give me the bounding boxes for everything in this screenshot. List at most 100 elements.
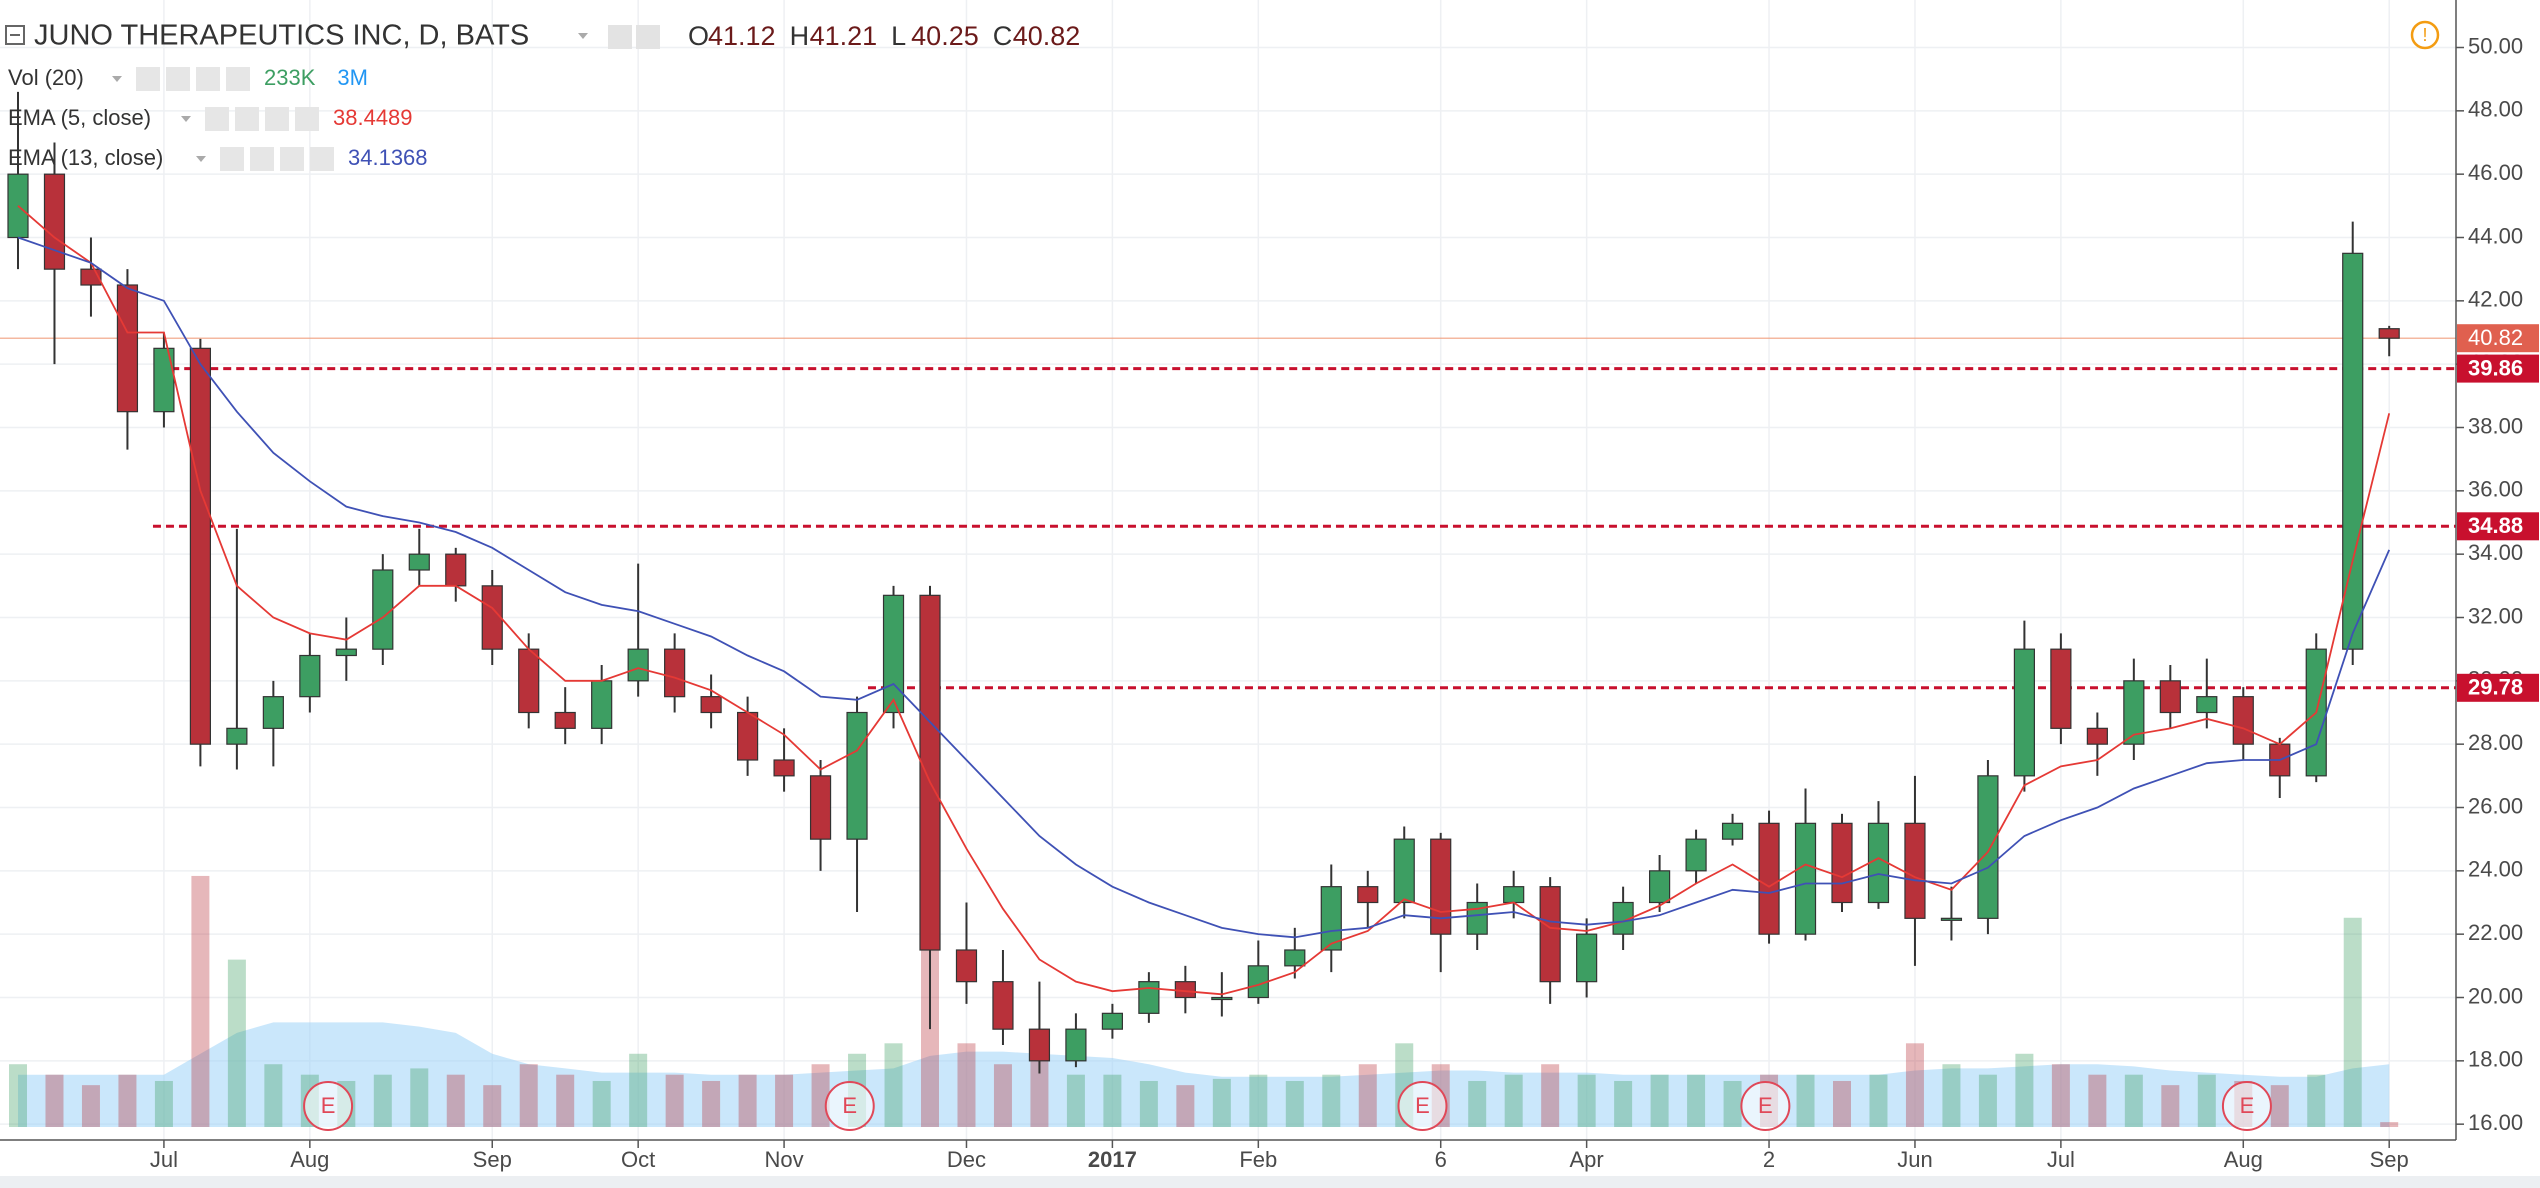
earnings-marker[interactable] xyxy=(1740,1081,1791,1131)
y-tick-label: 26.00 xyxy=(2468,793,2523,818)
y-tick-label: 22.00 xyxy=(2468,920,2523,945)
candle-body xyxy=(1539,886,1561,983)
candle-body xyxy=(262,696,284,729)
candle-body xyxy=(372,569,394,650)
volume-bar xyxy=(738,1074,757,1127)
volume-bar xyxy=(9,1064,27,1127)
legend-icon[interactable] xyxy=(196,67,220,91)
legend-dropdown[interactable] xyxy=(181,116,191,122)
candle-body xyxy=(2050,648,2072,729)
candle-body xyxy=(1174,981,1196,999)
legend-icon[interactable] xyxy=(280,147,304,171)
earnings-marker[interactable] xyxy=(2221,1081,2272,1131)
earnings-marker[interactable] xyxy=(1397,1081,1448,1131)
volume-bar xyxy=(1358,1064,1377,1127)
candle-body xyxy=(919,594,941,951)
x-tick-label: Jul xyxy=(150,1147,178,1172)
legend-icon[interactable] xyxy=(235,107,259,131)
volume-bar xyxy=(2270,1085,2289,1127)
volume-bar xyxy=(1833,1080,1851,1127)
indicator-legend: Vol (20) 233K 3M EMA (5, close) 38.4489 EMA (… xyxy=(8,65,428,171)
level-badge xyxy=(2457,512,2539,541)
legend-value: 38.4489 xyxy=(333,105,413,130)
candle-body xyxy=(1758,822,1780,935)
level-label: 29.78 xyxy=(2468,675,2523,700)
alert-icon[interactable] xyxy=(2410,20,2440,50)
y-tick-label: 32.00 xyxy=(2468,603,2523,628)
volume-bar xyxy=(556,1074,575,1127)
levels xyxy=(0,337,2456,690)
candle-body xyxy=(226,727,248,745)
legend-icon[interactable] xyxy=(136,67,160,91)
candle-body xyxy=(1466,901,1488,935)
y-tick-label: 20.00 xyxy=(2468,983,2523,1008)
legend-icon[interactable] xyxy=(295,107,319,131)
dropdown[interactable] xyxy=(578,33,588,39)
legend-icon[interactable] xyxy=(250,147,274,171)
x-tick-label: Jul xyxy=(2047,1147,2075,1172)
volume-bar xyxy=(2161,1085,2180,1127)
volume-bar xyxy=(1066,1074,1085,1127)
volume-bar xyxy=(592,1080,611,1127)
x-tick-label: 2 xyxy=(1763,1147,1775,1172)
volume-bar xyxy=(118,1074,137,1127)
legend-icon[interactable] xyxy=(226,67,250,91)
volume-bar xyxy=(519,1064,538,1127)
earnings-marker[interactable] xyxy=(303,1081,354,1131)
candle-body xyxy=(1977,775,1999,919)
ema-lines xyxy=(17,205,2391,996)
candle-body xyxy=(992,981,1014,1030)
candle-body xyxy=(1685,838,1707,872)
volume-bar xyxy=(1285,1080,1304,1127)
candle-body xyxy=(43,173,66,270)
volume-bar xyxy=(884,1043,903,1127)
legend-icon[interactable] xyxy=(220,147,244,171)
ohlc-letter: L xyxy=(891,21,906,51)
earnings-marker[interactable] xyxy=(824,1081,875,1131)
volume-bar xyxy=(993,1064,1012,1127)
candle-body xyxy=(809,775,832,840)
candle-body xyxy=(1357,886,1379,904)
volume-bar xyxy=(1249,1074,1268,1127)
collapse-button[interactable] xyxy=(5,25,25,45)
last-price-label: 40.82 xyxy=(2468,325,2523,350)
volume-bar xyxy=(1614,1080,1633,1127)
candle-body xyxy=(1576,933,1598,983)
candle-body xyxy=(153,347,175,413)
ohlc-letter: C xyxy=(993,21,1013,51)
y-tick-label: 44.00 xyxy=(2468,223,2523,248)
ohlc-letter: H xyxy=(790,21,810,51)
volume-bar xyxy=(1504,1074,1523,1127)
icon-eye[interactable] xyxy=(608,25,632,49)
ema-line xyxy=(17,236,2391,939)
volume-bar xyxy=(1650,1074,1669,1127)
candle-body xyxy=(1320,886,1342,951)
volume-bar xyxy=(81,1085,100,1127)
volume-ma-area xyxy=(18,1022,2390,1127)
candle-body xyxy=(627,648,649,682)
legend-dropdown[interactable] xyxy=(196,156,206,162)
candle-body xyxy=(1867,822,1890,904)
volume-bar xyxy=(1212,1078,1231,1127)
candle-body xyxy=(1721,822,1744,840)
legend-dropdown[interactable] xyxy=(112,76,122,82)
legend-icon[interactable] xyxy=(205,107,229,131)
level-label: 39.86 xyxy=(2468,355,2523,380)
candle-body xyxy=(1430,838,1452,935)
icon-settings[interactable] xyxy=(636,25,660,49)
candle-body xyxy=(445,553,467,587)
volume-bar xyxy=(2088,1074,2107,1127)
volume-bar xyxy=(1978,1074,1997,1127)
candle-body xyxy=(299,654,321,698)
x-tick-label: 2017 xyxy=(1088,1147,1137,1172)
level-label: 34.88 xyxy=(2468,513,2523,538)
x-tick-label: Feb xyxy=(1239,1147,1277,1172)
candle-body xyxy=(955,949,978,983)
legend-icon[interactable] xyxy=(265,107,289,131)
x-tick-label: Sep xyxy=(473,1147,512,1172)
candle-body xyxy=(1503,886,1525,904)
volume-bar xyxy=(1905,1043,1924,1127)
legend-icon[interactable] xyxy=(310,147,334,171)
legend-icon[interactable] xyxy=(166,67,190,91)
